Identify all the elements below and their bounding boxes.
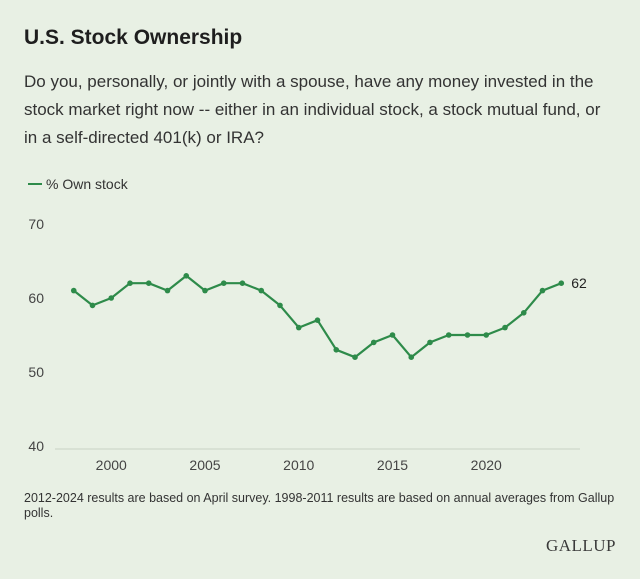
y-tick-label: 50 [28, 364, 44, 380]
gallup-logo: GALLUP [546, 536, 616, 556]
data-point [183, 273, 189, 279]
x-axis-ticks: 2000 2005 2010 2015 2020 [96, 457, 502, 473]
x-tick-label: 2015 [377, 457, 408, 473]
data-point [446, 332, 452, 338]
x-tick-label: 2020 [471, 457, 502, 473]
data-point [221, 280, 227, 286]
data-point [408, 354, 414, 360]
data-point [465, 332, 471, 338]
data-point [240, 280, 246, 286]
data-point [71, 288, 77, 294]
x-tick-label: 2005 [189, 457, 220, 473]
series-line [74, 276, 562, 357]
data-point [483, 332, 489, 338]
data-point [521, 310, 527, 316]
data-point [108, 295, 114, 301]
data-points [71, 273, 564, 360]
y-tick-label: 70 [28, 216, 44, 232]
y-tick-label: 60 [28, 290, 44, 306]
data-point [371, 340, 377, 346]
y-axis-ticks: 40 50 60 70 [28, 216, 44, 454]
data-point [165, 288, 171, 294]
x-tick-label: 2000 [96, 457, 127, 473]
x-tick-label: 2010 [283, 457, 314, 473]
end-value-label: 62 [571, 275, 587, 291]
y-tick-label: 40 [28, 438, 44, 454]
data-point [277, 303, 283, 309]
footnote: 2012-2024 results are based on April sur… [24, 491, 620, 521]
data-point [127, 280, 133, 286]
data-point [502, 325, 508, 331]
data-point [202, 288, 208, 294]
data-point [146, 280, 152, 286]
data-point [390, 332, 396, 338]
data-point [258, 288, 264, 294]
data-point [558, 280, 564, 286]
data-point [333, 347, 339, 353]
data-point [315, 317, 321, 323]
data-point [352, 354, 358, 360]
data-point [296, 325, 302, 331]
data-point [540, 288, 546, 294]
data-point [90, 303, 96, 309]
data-point [427, 340, 433, 346]
